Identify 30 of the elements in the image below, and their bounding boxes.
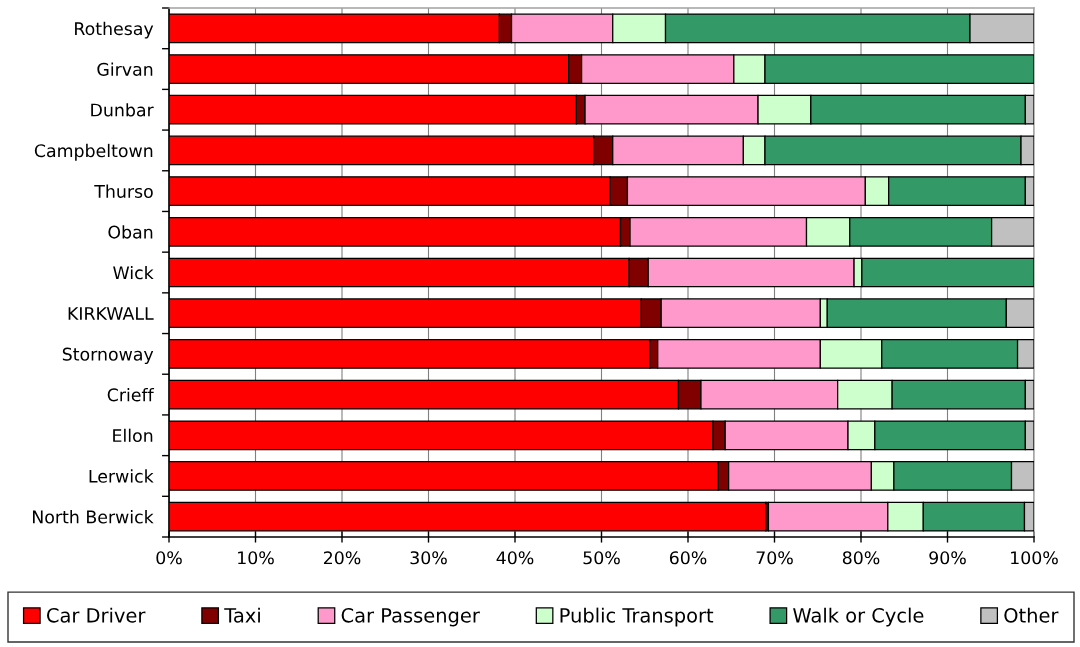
x-tick-label: 40% [496,551,534,565]
x-tick-label: 80% [842,551,880,565]
y-tick-label: KIRKWALL [68,307,154,320]
legend-label: Car Passenger [341,607,480,627]
y-tick-label: Oban [108,225,153,239]
x-tick-label: 0% [156,551,182,565]
y-tick-label: Crieff [107,387,155,402]
x-tick-label: 10% [238,551,274,565]
legend-label: Walk or Cycle [793,607,924,627]
x-tick-label: 70% [756,551,793,565]
legend-label: Taxi [224,607,260,623]
x-tick-label: 100% [1011,551,1058,565]
legend-label: Other [1004,607,1059,623]
y-tick-label: Thurso [94,184,153,198]
y-tick-label: Stornoway [62,347,154,365]
y-tick-label: North Berwick [33,510,154,524]
y-tick-label: Dunbar [91,103,154,117]
x-tick-label: 90% [929,551,966,565]
x-tick-label: 50% [583,551,620,565]
y-tick-label: Lerwick [89,469,154,483]
legend-label: Car Driver [47,607,146,623]
x-tick-label: 60% [669,551,707,565]
y-tick-label: Rothesay [75,21,154,39]
x-tick-label: 20% [323,551,361,565]
y-tick-label: Girvan [97,62,153,76]
y-tick-label: Wick [113,265,154,280]
y-tick-label: Campbeltown [34,143,153,161]
y-tick-label: Ellon [113,428,153,443]
legend-label: Public Transport [560,607,714,627]
x-tick-label: 30% [410,551,447,565]
